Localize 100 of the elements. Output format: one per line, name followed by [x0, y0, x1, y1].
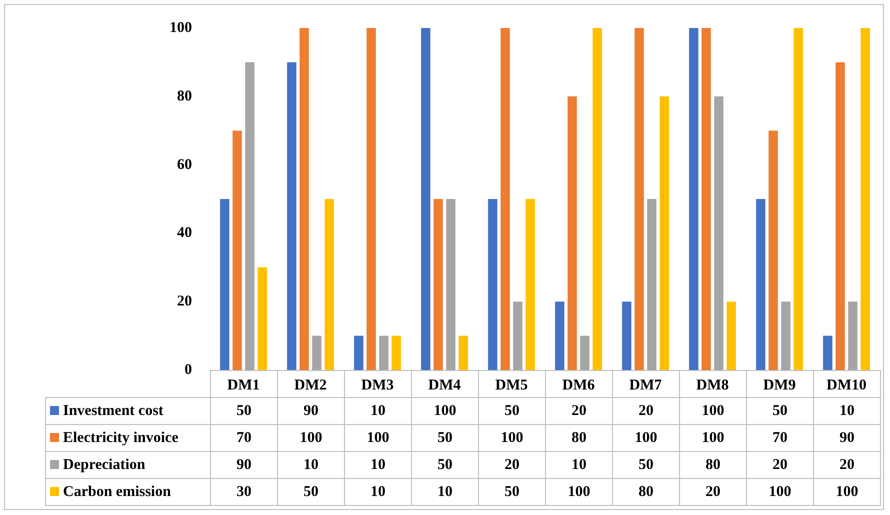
bar — [379, 336, 388, 370]
y-tick-label: 80 — [177, 88, 192, 104]
legend-label: Investment cost — [46, 398, 210, 424]
bar — [622, 302, 632, 370]
data-label: 20 — [814, 452, 880, 478]
data-label: 100 — [344, 424, 412, 452]
x-tick-label: DM3 — [361, 378, 394, 394]
data-label: 100 — [412, 398, 478, 424]
legend-label: Depreciation — [46, 452, 210, 478]
y-tick-label: 60 — [177, 156, 192, 173]
x-tick-label: DM10 — [826, 378, 866, 394]
bar — [458, 336, 468, 370]
data-label: 100 — [746, 478, 814, 506]
data-label: 100 — [814, 478, 880, 506]
x-tick-label: DM2 — [294, 378, 327, 394]
bar — [634, 28, 644, 370]
bar — [287, 62, 296, 370]
bar — [592, 28, 602, 370]
data-label: 100 — [680, 424, 746, 452]
bar — [702, 28, 711, 370]
legend-label: Electricity invoice — [46, 424, 210, 452]
data-label: 10 — [814, 398, 880, 424]
bar — [300, 28, 309, 370]
bar — [756, 199, 766, 370]
y-tick-label: 100 — [170, 20, 192, 36]
data-label: 100 — [546, 478, 612, 506]
data-label: 10 — [344, 398, 412, 424]
data-label: 80 — [612, 478, 680, 506]
data-label: 50 — [210, 398, 278, 424]
y-tick-label: 0 — [184, 362, 192, 378]
bar — [258, 267, 267, 370]
y-tick-label: 40 — [177, 225, 192, 242]
bar — [312, 336, 322, 370]
bar — [488, 199, 498, 370]
bar — [647, 199, 656, 370]
y-tick-label: 20 — [177, 294, 192, 310]
data-label: 90 — [210, 452, 278, 478]
data-label: 70 — [210, 424, 278, 452]
data-label: 50 — [278, 478, 344, 506]
bar — [794, 28, 803, 370]
data-label: 90 — [278, 398, 344, 424]
bar — [860, 28, 870, 370]
data-label: 100 — [612, 424, 680, 452]
bar — [446, 199, 456, 370]
bar — [324, 199, 334, 370]
data-label: 10 — [278, 452, 344, 478]
bar — [354, 336, 364, 370]
data-label: 50 — [478, 478, 546, 506]
bar — [434, 199, 443, 370]
bar — [555, 302, 564, 370]
data-label: 20 — [546, 398, 612, 424]
bar — [366, 28, 376, 370]
x-tick-label: DM8 — [696, 378, 729, 394]
data-label: 100 — [680, 398, 746, 424]
bar — [500, 28, 510, 370]
x-tick-label: DM6 — [562, 378, 596, 394]
bar — [781, 302, 790, 370]
data-label: 20 — [478, 452, 546, 478]
bar — [245, 62, 254, 370]
data-label: 50 — [478, 398, 546, 424]
data-label: 50 — [612, 452, 680, 478]
data-label: 90 — [814, 424, 880, 452]
data-label: 20 — [746, 452, 814, 478]
bar — [580, 336, 590, 370]
bar — [823, 336, 832, 370]
data-label: 20 — [680, 478, 746, 506]
data-label: 10 — [344, 452, 412, 478]
data-label: 100 — [278, 424, 344, 452]
bar — [768, 130, 778, 370]
x-tick-label: DM7 — [629, 378, 662, 394]
data-label: 50 — [412, 424, 478, 452]
bar — [836, 62, 845, 370]
bar — [232, 130, 242, 370]
data-label: 20 — [612, 398, 680, 424]
data-label: 10 — [546, 452, 612, 478]
bar — [526, 199, 535, 370]
data-label: 10 — [344, 478, 412, 506]
bar — [660, 96, 669, 370]
data-label: 30 — [210, 478, 278, 506]
legend-label: Carbon emission — [46, 478, 210, 506]
data-label: 80 — [680, 452, 746, 478]
data-label: 80 — [546, 424, 612, 452]
bar — [726, 302, 736, 370]
x-tick-label: DM9 — [763, 378, 796, 394]
bar — [220, 199, 230, 370]
bar — [689, 28, 698, 370]
bar — [421, 28, 430, 370]
data-label: 50 — [746, 398, 814, 424]
bar — [392, 336, 401, 370]
x-tick-label: DM1 — [227, 378, 260, 394]
x-tick-label: DM4 — [428, 378, 462, 394]
bar — [714, 96, 724, 370]
bar — [568, 96, 577, 370]
data-label: 10 — [412, 478, 478, 506]
data-label: 70 — [746, 424, 814, 452]
data-label: 100 — [478, 424, 546, 452]
bar — [513, 302, 522, 370]
x-tick-label: DM5 — [495, 378, 528, 394]
bar — [848, 302, 858, 370]
data-label: 50 — [412, 452, 478, 478]
